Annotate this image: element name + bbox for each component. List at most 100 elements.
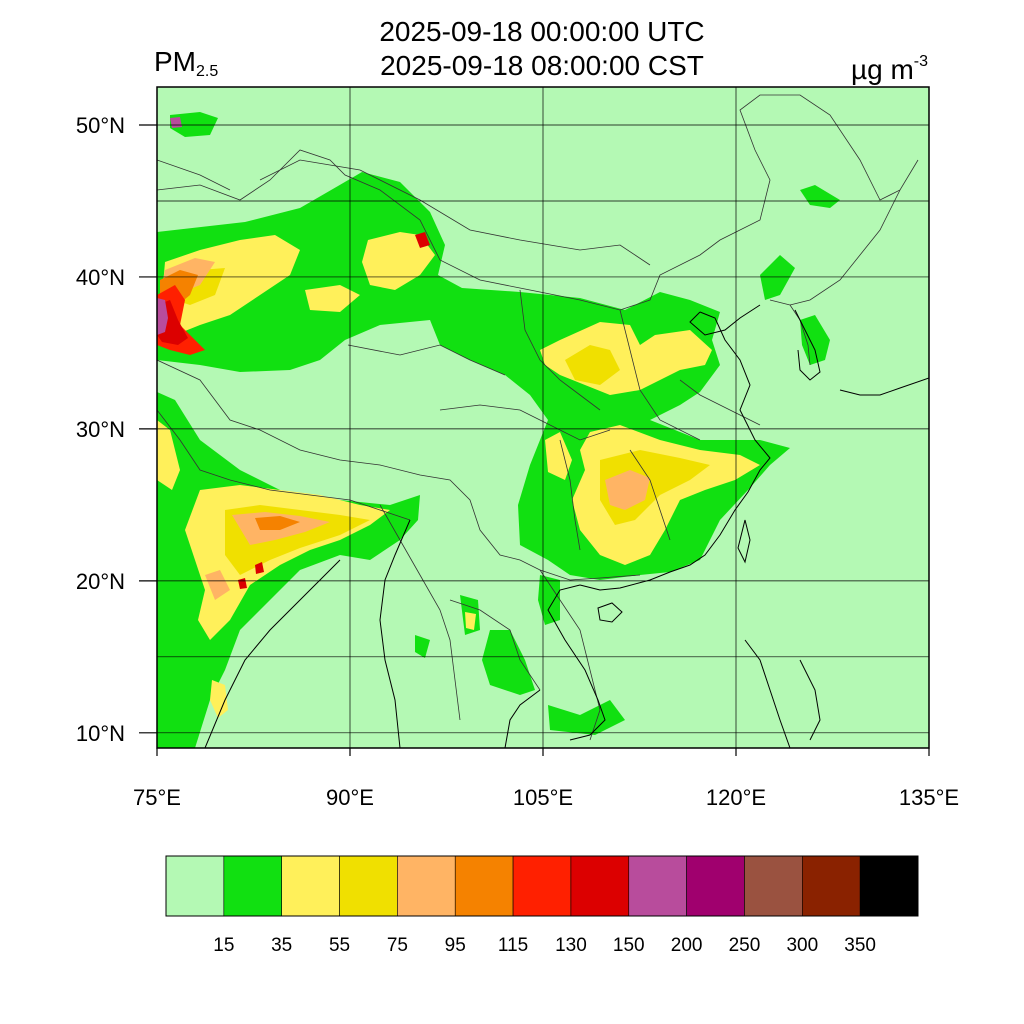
province-border-7 (679, 379, 761, 426)
region-bihar-orange (205, 570, 230, 600)
region-andaman-green (415, 635, 430, 658)
coast-china-east (579, 311, 771, 591)
coast-bohai (689, 304, 761, 336)
colorbar-label: 55 (329, 935, 350, 956)
colorbar-swatch (686, 855, 745, 917)
province-border-4 (619, 309, 701, 441)
region-indochina-green-2 (482, 630, 535, 695)
colorbar-swatch (744, 855, 803, 917)
latitude-tick-label: 40°N (76, 265, 125, 290)
coast-hainan (597, 602, 623, 623)
korea-border (789, 304, 811, 366)
colorbar-swatch (281, 855, 340, 917)
longitude-tick-label: 90°E (326, 785, 374, 810)
colorbar-swatch (802, 855, 861, 917)
region-ganges-red-spot (255, 562, 264, 574)
region-korea-green (800, 315, 830, 365)
region-siberia-green (170, 112, 218, 137)
colorbar-label: 300 (786, 935, 818, 956)
region-indochina-green-3 (548, 700, 625, 735)
colorbar-swatch (339, 855, 398, 917)
colorbar-label: 250 (729, 935, 761, 956)
latitude-tick-label: 50°N (76, 113, 125, 138)
region-hexi-yellow (305, 285, 360, 312)
china-border-north (157, 94, 919, 311)
latitude-tick-label: 20°N (76, 569, 125, 594)
colorbar-swatch (512, 855, 572, 917)
colorbar-swatch (859, 855, 919, 917)
thailand-border (449, 599, 541, 691)
colorbar: 15 35 55 75 95 115 130 150 200 250 300 350 (165, 855, 919, 956)
province-border-2 (439, 404, 611, 441)
graticule (157, 87, 929, 748)
coast-japan (839, 377, 929, 396)
colorbar-label: 130 (555, 935, 587, 956)
latitude-tick-label: 30°N (76, 417, 125, 442)
province-border-6 (629, 449, 671, 541)
region-siberia-purple (170, 117, 182, 128)
region-north-china-dark-yellow (565, 345, 620, 385)
map-area (157, 87, 929, 748)
variable-main: PM (154, 46, 196, 77)
province-border-1 (347, 344, 506, 376)
region-indus-yellow (157, 420, 180, 490)
unit-superscript: -3 (913, 53, 928, 70)
coast-myanmar (379, 519, 411, 748)
region-indochina-green-1 (538, 575, 560, 625)
colorbar-label: 350 (844, 935, 876, 956)
coast-india-east (204, 559, 341, 748)
coast-indochina (547, 584, 606, 741)
longitude-tick-label: 105°E (513, 785, 573, 810)
colorbar-swatch (397, 855, 456, 917)
region-myanmar-yellow (465, 612, 476, 630)
india-border (157, 409, 411, 521)
coast-gulf-thailand (504, 689, 541, 748)
china-border-southwest (157, 359, 641, 581)
coast-philippines (744, 639, 791, 748)
region-sichuan-yellow (545, 432, 572, 480)
colorbar-label: 75 (387, 935, 408, 956)
region-ganges-orange-dark (255, 516, 300, 530)
region-south-asia-green (157, 392, 420, 748)
longitude-tick-label: 120°E (706, 785, 766, 810)
colorbar-label: 200 (671, 935, 703, 956)
region-manchuria-green (800, 185, 840, 208)
colorbar-label: 150 (613, 935, 645, 956)
region-deccan-yellow (210, 680, 228, 718)
colorbar-label: 15 (213, 935, 234, 956)
kazakh-border (157, 159, 231, 191)
region-kashgar-purple (157, 298, 168, 335)
colorbar-swatch (165, 855, 225, 917)
unit-main: µg m (850, 54, 914, 85)
latitude-tick-label: 10°N (76, 721, 125, 746)
coast-philippines-2 (799, 659, 821, 741)
boundary-lines (157, 94, 919, 741)
longitude-axis: 75°E 90°E 105°E 120°E 135°E (133, 748, 959, 810)
region-junggar-yellow (362, 232, 435, 290)
coast-korea (794, 309, 821, 381)
colorbar-label: 95 (445, 935, 466, 956)
longitude-tick-label: 75°E (133, 785, 181, 810)
title-utc: 2025-09-18 00:00:00 UTC (379, 16, 705, 47)
colorbar-label: 115 (498, 935, 528, 956)
colorbar-label: 35 (271, 935, 292, 956)
colorbar-swatch (454, 855, 514, 917)
colorbar-swatch (570, 855, 630, 917)
province-border-3 (519, 289, 601, 411)
region-northeast-green (760, 255, 795, 300)
longitude-tick-label: 135°E (899, 785, 959, 810)
myanmar-border (379, 504, 461, 721)
region-central-china-orange (605, 470, 650, 510)
variable-subscript: 2.5 (196, 63, 219, 80)
region-junggar-red (415, 232, 430, 248)
variable-label: PM2.5 (154, 46, 218, 88)
latitude-axis: 10°N 20°N 30°N 40°N 50°N (76, 113, 157, 746)
coast-taiwan (737, 519, 751, 564)
colorbar-swatch (223, 855, 282, 917)
colorbar-swatch (628, 855, 687, 917)
colorbar-frame (165, 855, 919, 917)
province-border-5 (559, 439, 581, 551)
mongolia-border (259, 159, 651, 266)
coastlines (204, 304, 929, 748)
